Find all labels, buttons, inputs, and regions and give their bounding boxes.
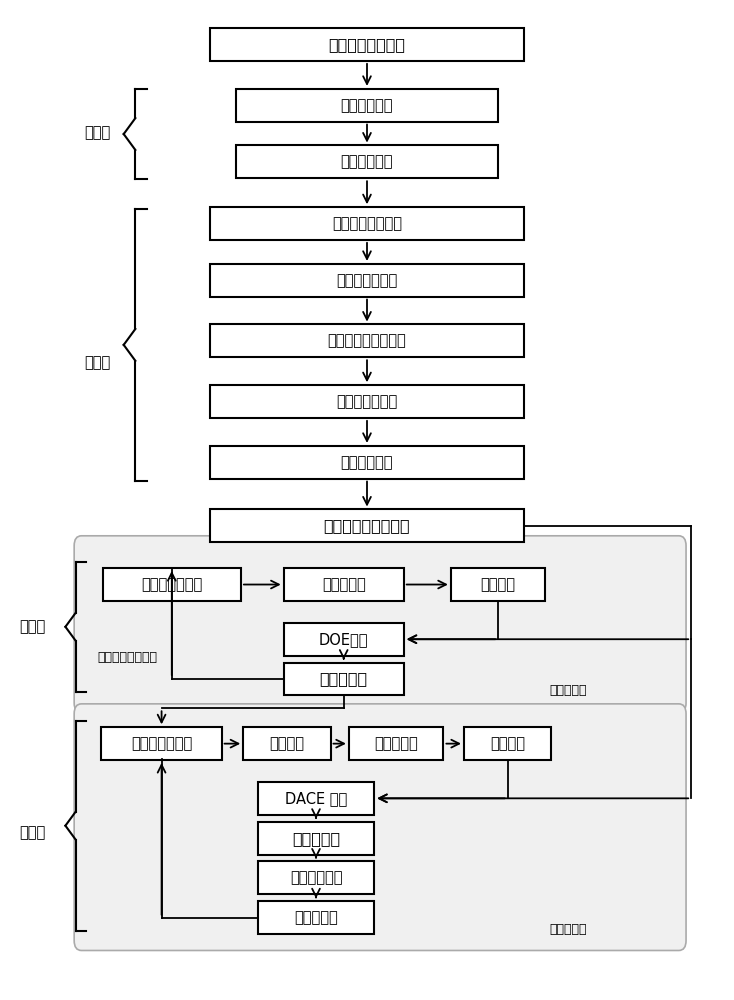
Text: 输出应力: 输出应力 xyxy=(481,577,515,592)
Text: 筛选得到关键参数: 筛选得到关键参数 xyxy=(98,651,158,664)
FancyBboxPatch shape xyxy=(283,663,404,695)
Text: 蒙特卡洛仿真: 蒙特卡洛仿真 xyxy=(290,870,342,885)
Text: DACE 方法: DACE 方法 xyxy=(285,791,347,806)
FancyBboxPatch shape xyxy=(236,89,498,122)
Text: 子代理模型: 子代理模型 xyxy=(319,672,368,686)
Text: 概率模型: 概率模型 xyxy=(269,736,305,751)
FancyBboxPatch shape xyxy=(258,861,374,894)
Text: 输出寿命: 输出寿命 xyxy=(490,736,525,751)
Text: 步骤一: 步骤一 xyxy=(84,126,111,141)
Text: 选择代理模型: 选择代理模型 xyxy=(341,154,393,169)
FancyBboxPatch shape xyxy=(74,536,686,713)
Text: 步骤四: 步骤四 xyxy=(19,826,45,841)
FancyBboxPatch shape xyxy=(74,704,686,950)
Text: 概率分析工程模型: 概率分析工程模型 xyxy=(329,37,405,52)
FancyBboxPatch shape xyxy=(258,782,374,815)
Text: 有限元分析: 有限元分析 xyxy=(321,577,366,592)
Text: 第二次调用: 第二次调用 xyxy=(549,923,586,936)
FancyBboxPatch shape xyxy=(101,727,222,760)
FancyBboxPatch shape xyxy=(211,509,523,542)
FancyBboxPatch shape xyxy=(211,446,523,479)
Text: DOE方法: DOE方法 xyxy=(319,632,368,647)
Text: 步骤二: 步骤二 xyxy=(84,355,111,370)
Text: 选择验证函数: 选择验证函数 xyxy=(341,98,393,113)
FancyBboxPatch shape xyxy=(349,727,443,760)
FancyBboxPatch shape xyxy=(211,264,523,297)
Text: 有限元分析: 有限元分析 xyxy=(374,736,418,751)
Text: 拉丁超立方抽样: 拉丁超立方抽样 xyxy=(131,736,192,751)
FancyBboxPatch shape xyxy=(236,145,498,178)
FancyBboxPatch shape xyxy=(258,822,374,855)
Text: 集成自适应代理模型: 集成自适应代理模型 xyxy=(324,518,410,533)
FancyBboxPatch shape xyxy=(211,385,523,418)
Text: 第一次调用: 第一次调用 xyxy=(549,684,586,697)
Text: 代理模型性能分析: 代理模型性能分析 xyxy=(332,216,402,231)
Text: 可靠性数据: 可靠性数据 xyxy=(294,910,338,925)
Text: 子代理模型: 子代理模型 xyxy=(292,831,340,846)
Text: 形成调用规则: 形成调用规则 xyxy=(341,455,393,470)
FancyBboxPatch shape xyxy=(211,324,523,357)
FancyBboxPatch shape xyxy=(211,28,523,61)
FancyBboxPatch shape xyxy=(103,568,241,601)
FancyBboxPatch shape xyxy=(283,623,404,656)
FancyBboxPatch shape xyxy=(283,568,404,601)
Text: 问题非线性程度判断: 问题非线性程度判断 xyxy=(327,333,407,348)
FancyBboxPatch shape xyxy=(243,727,330,760)
FancyBboxPatch shape xyxy=(451,568,545,601)
Text: 步骤三: 步骤三 xyxy=(19,619,45,634)
Text: 输入因子数判断: 输入因子数判断 xyxy=(336,273,398,288)
FancyBboxPatch shape xyxy=(258,901,374,934)
Text: 精度、效率判断: 精度、效率判断 xyxy=(336,394,398,409)
Text: 拉丁超立方抽样: 拉丁超立方抽样 xyxy=(141,577,203,592)
FancyBboxPatch shape xyxy=(211,207,523,240)
FancyBboxPatch shape xyxy=(464,727,551,760)
